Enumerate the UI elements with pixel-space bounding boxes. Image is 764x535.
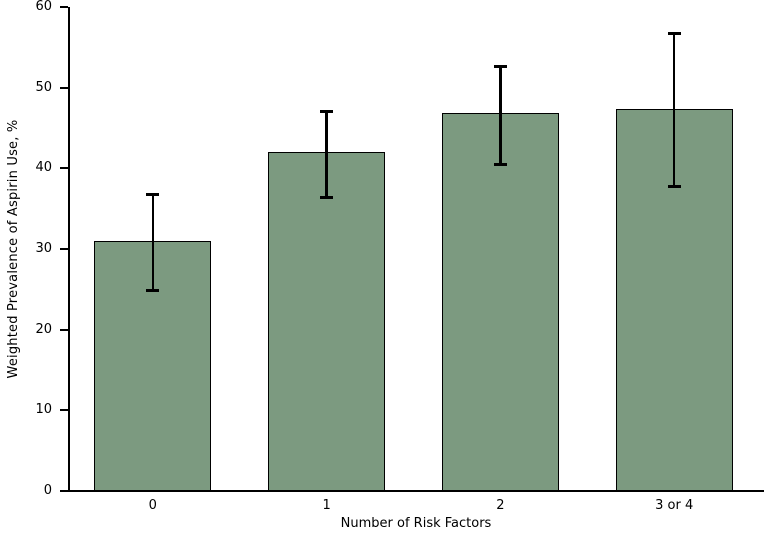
error-bar-cap-top — [667, 32, 681, 36]
x-axis-title: Number of Risk Factors — [340, 516, 492, 531]
y-tick-label: 50 — [35, 79, 52, 95]
error-bar-cap-bottom — [667, 185, 681, 189]
error-bar-cap-bottom — [320, 195, 334, 199]
y-tick-label: 40 — [35, 160, 52, 176]
y-axis-tick — [60, 86, 68, 89]
error-bar-line — [151, 194, 155, 291]
y-axis-tick — [60, 409, 68, 412]
y-axis-tick — [60, 6, 68, 8]
y-tick-label: 10 — [35, 402, 52, 418]
y-axis-tick — [60, 167, 68, 170]
y-axis-tick — [60, 490, 68, 492]
y-axis-tick — [60, 328, 68, 331]
error-bar-cap-top — [493, 65, 507, 69]
x-tick-label: 2 — [496, 498, 505, 513]
x-tick-label: 1 — [322, 498, 331, 513]
error-bar-cap-bottom — [493, 162, 507, 166]
x-tick-label: 3 or 4 — [655, 498, 694, 513]
error-bar-cap-top — [320, 109, 334, 113]
x-tick-label: 0 — [148, 498, 157, 513]
error-bar-cap-bottom — [146, 288, 160, 292]
y-axis-line — [68, 7, 70, 492]
bar — [441, 113, 559, 491]
y-tick-label: 60 — [35, 0, 52, 14]
y-axis-tick — [60, 248, 68, 250]
error-bar-cap-top — [146, 192, 160, 196]
x-axis-line — [60, 490, 764, 492]
y-tick-label: 30 — [35, 241, 52, 256]
error-bar-line — [325, 111, 328, 198]
error-bar-line — [499, 66, 502, 165]
y-tick-label: 20 — [35, 321, 52, 337]
y-tick-label: 0 — [43, 483, 52, 498]
error-bar-line — [672, 33, 676, 187]
bar — [268, 152, 386, 491]
